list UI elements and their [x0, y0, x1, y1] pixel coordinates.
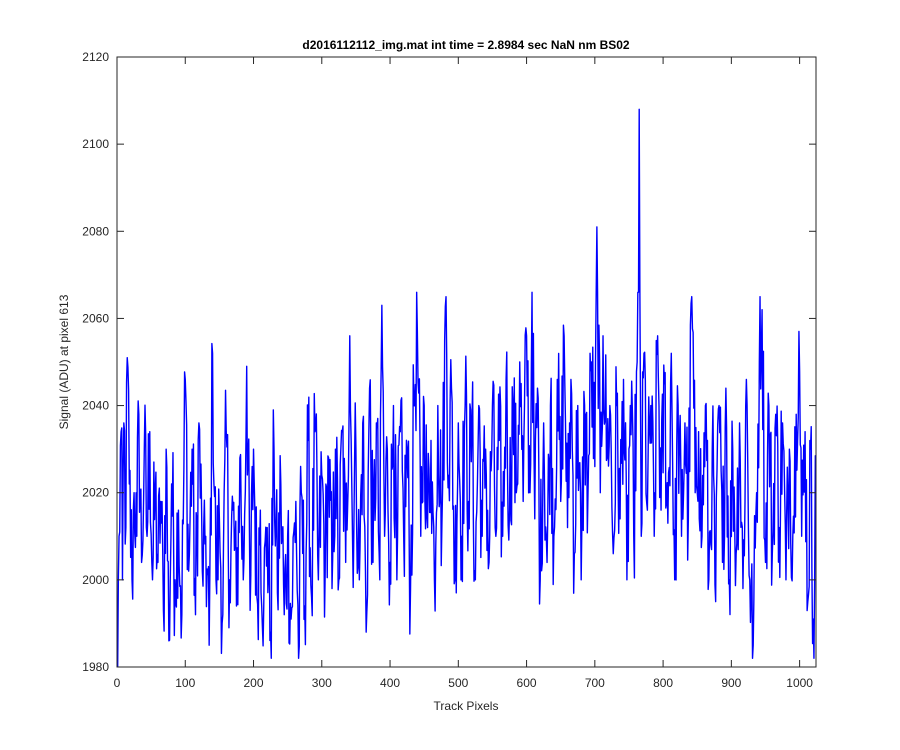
- plot-area: [117, 108, 816, 667]
- axes-box: [116, 56, 817, 668]
- x-tick-label: 900: [721, 676, 741, 690]
- y-axis-label: Signal (ADU) at pixel 613: [57, 294, 71, 429]
- x-tick-label: 0: [114, 676, 121, 690]
- y-tick-label: 2040: [82, 399, 109, 413]
- x-tick-label: 200: [244, 676, 264, 690]
- y-tick-label: 2060: [82, 311, 109, 325]
- y-tick-label: 2080: [82, 224, 109, 238]
- x-tick-label: 800: [653, 676, 673, 690]
- x-tick-label: 500: [448, 676, 468, 690]
- y-tick-label: 2000: [82, 573, 109, 587]
- y-axis-ticks: 1980 2000 2020 2040 2060 2080 2100 2120: [82, 50, 816, 674]
- x-tick-label: 600: [517, 676, 537, 690]
- y-tick-label: 1980: [82, 660, 109, 674]
- y-tick-label: 2020: [82, 486, 109, 500]
- x-tick-label: 700: [585, 676, 605, 690]
- x-tick-label: 1000: [786, 676, 813, 690]
- x-axis-label: Track Pixels: [434, 699, 499, 713]
- x-tick-label: 100: [175, 676, 195, 690]
- y-tick-label: 2100: [82, 137, 109, 151]
- series-line: [117, 108, 816, 667]
- x-axis-ticks: 0 100 200 300 400 500 600 700 800 900 1000: [114, 57, 813, 690]
- chart-title: d2016112112_img.mat int time = 2.8984 se…: [302, 38, 630, 52]
- x-tick-label: 400: [380, 676, 400, 690]
- axes: [116, 56, 817, 668]
- x-tick-label: 300: [312, 676, 332, 690]
- y-tick-label: 2120: [82, 50, 109, 64]
